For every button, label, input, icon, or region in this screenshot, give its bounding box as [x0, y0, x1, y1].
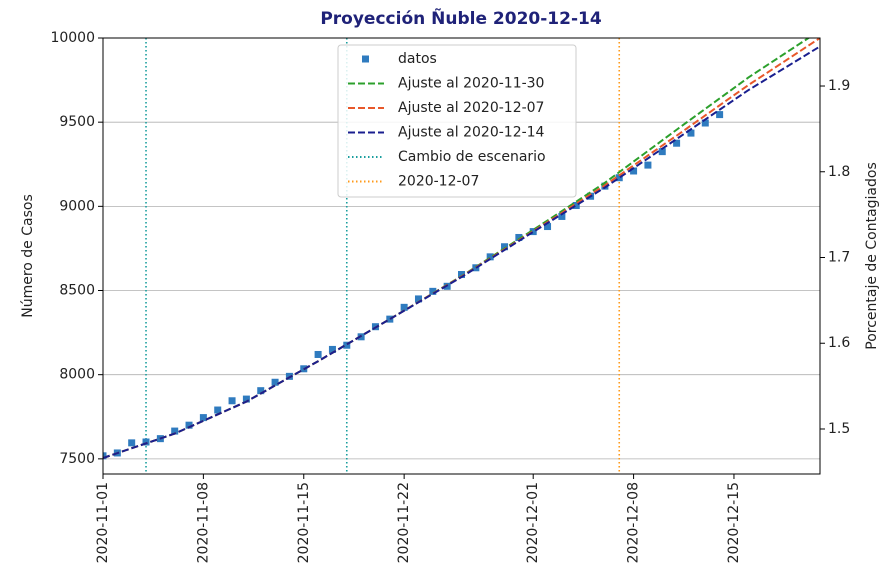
data-point [486, 253, 494, 261]
x-tick-label: 2020-11-01 [95, 482, 111, 563]
legend-label: 2020-12-07 [398, 174, 479, 190]
legend-label: Cambio de escenario [398, 149, 546, 165]
x-tick-label: 2020-11-22 [396, 482, 412, 563]
data-point [128, 439, 136, 447]
data-point [615, 174, 623, 182]
data-point [142, 438, 150, 446]
data-point [458, 271, 465, 279]
y2-tick-label: 1.9 [828, 78, 850, 94]
data-point [171, 427, 179, 435]
data-point [271, 378, 279, 386]
y-tick-label: 9500 [59, 114, 95, 130]
data-point [572, 201, 580, 209]
data-point [314, 350, 322, 358]
data-point [257, 387, 265, 395]
data-point [701, 119, 709, 127]
data-point [386, 315, 394, 323]
data-point [673, 139, 681, 147]
y-tick-label: 9000 [59, 198, 95, 214]
legend-marker [362, 55, 369, 63]
data-point [185, 421, 193, 429]
data-point [515, 233, 523, 241]
legend-box [337, 44, 577, 198]
data-point [501, 243, 509, 251]
chart-title: Proyección Ñuble 2020-12-14 [320, 6, 602, 29]
data-point [716, 111, 724, 119]
plot-frame [102, 37, 821, 475]
data-point [429, 287, 437, 295]
legend-label: Ajuste al 2020-11-30 [398, 76, 544, 92]
y2-tick-label: 1.7 [828, 250, 850, 266]
data-point [544, 223, 552, 231]
x-tick-label: 2020-11-15 [296, 482, 312, 563]
legend-label: Ajuste al 2020-12-07 [398, 100, 544, 116]
data-point [414, 295, 422, 303]
y2-tick-label: 1.5 [828, 421, 850, 437]
y2-tick-label: 1.6 [828, 335, 850, 351]
legend-label: Ajuste al 2020-12-14 [398, 125, 545, 141]
y-tick-label: 7500 [59, 451, 95, 467]
data-point [558, 212, 566, 220]
y-tick-label: 8000 [59, 367, 95, 383]
x-tick-label: 2020-12-01 [525, 482, 541, 563]
data-point [343, 341, 351, 349]
data-point [228, 397, 236, 405]
fit-line [103, 45, 820, 459]
data-point [199, 414, 207, 422]
y-tick-label: 10000 [50, 30, 95, 46]
data-point [103, 452, 107, 460]
data-point [214, 406, 222, 414]
y-axis-label: Número de Casos [20, 194, 36, 318]
data-point [630, 167, 638, 175]
data-point [472, 264, 480, 272]
legend-label: datos [398, 51, 437, 67]
data-point [687, 129, 695, 137]
x-tick-label: 2020-12-08 [626, 482, 642, 563]
y2-tick-label: 1.8 [828, 164, 850, 180]
data-point [328, 345, 336, 353]
data-point [658, 148, 666, 156]
data-point [400, 303, 408, 311]
data-point [529, 228, 537, 236]
y-tick-label: 8500 [59, 283, 95, 299]
data-point [242, 395, 250, 403]
x-tick-label: 2020-12-15 [726, 482, 742, 563]
data-point [644, 161, 652, 169]
x-tick-label: 2020-11-08 [195, 482, 211, 563]
y2-axis-label: Porcentaje de Contagiados [864, 162, 880, 350]
